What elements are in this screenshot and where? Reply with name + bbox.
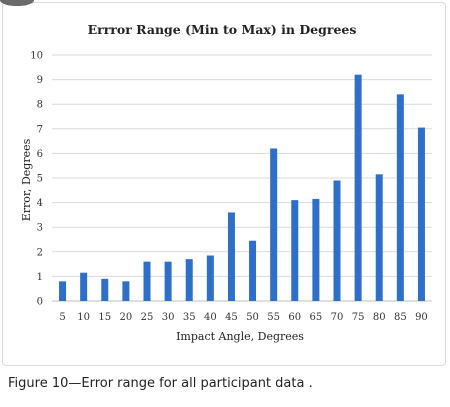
y-tick-labels: 0 1 2 3 4 5 6 7 8 9 10: [30, 51, 43, 308]
x-axis-label: Impact Angle, Degrees: [176, 330, 304, 343]
bar-45: [227, 212, 235, 301]
bar-15: [101, 278, 109, 301]
corner-decoration: [0, 0, 34, 6]
x-tick-label: 60: [288, 312, 301, 323]
x-tick-label: 85: [394, 312, 407, 323]
y-tick-label: 3: [37, 223, 43, 234]
gridlines: [52, 54, 432, 302]
x-tick-label: 90: [415, 312, 428, 323]
y-tick-label: 9: [37, 75, 43, 86]
bar-65: [312, 198, 320, 301]
bar-50: [249, 240, 257, 301]
x-tick-label: 55: [267, 312, 280, 323]
y-tick-label: 6: [37, 149, 43, 160]
x-tick-label: 20: [120, 312, 133, 323]
y-tick-label: 0: [37, 297, 43, 308]
x-tick-label: 50: [246, 312, 259, 323]
bar-70: [333, 180, 341, 301]
bar-55: [270, 148, 278, 301]
chart-container: [2, 2, 446, 366]
x-tick-label: 40: [204, 312, 217, 323]
bar-80: [375, 174, 383, 301]
x-tick-label: 75: [352, 312, 365, 323]
x-tick-label: 80: [373, 312, 386, 323]
x-tick-label: 70: [331, 312, 344, 323]
y-tick-label: 8: [37, 100, 43, 111]
x-tick-label: 25: [141, 312, 154, 323]
bar-90: [417, 127, 425, 301]
bar-30: [164, 261, 172, 301]
x-tick-label: 45: [225, 312, 238, 323]
chart-title: Errror Range (Min to Max) in Degrees: [88, 22, 357, 37]
x-tick-label: 30: [162, 312, 175, 323]
x-tick-label: 10: [77, 312, 90, 323]
x-tick-label: 5: [59, 312, 65, 323]
y-tick-label: 10: [30, 51, 43, 62]
x-tick-label: 65: [310, 312, 323, 323]
bar-5: [59, 281, 67, 301]
bar-85: [396, 94, 404, 301]
y-tick-label: 2: [37, 247, 43, 258]
x-tick-label: 15: [98, 312, 111, 323]
bar-10: [80, 272, 88, 301]
bar-25: [143, 261, 151, 301]
y-tick-label: 7: [37, 124, 43, 135]
figure-caption: Figure 10—Error range for all participan…: [8, 376, 313, 391]
y-axis-label: Error, Degrees: [20, 138, 33, 221]
x-tick-label: 35: [183, 312, 196, 323]
bar-60: [291, 200, 299, 301]
bar-20: [122, 281, 130, 301]
y-tick-label: 4: [37, 198, 43, 209]
bars: [59, 74, 425, 302]
bar-40: [206, 255, 214, 301]
x-tick-labels: 5 10 15 20 25 30 35 40 45 50 55 60 65 70 75 80 85 90: [59, 312, 427, 323]
y-tick-label: 1: [37, 272, 43, 283]
bar-75: [354, 74, 362, 302]
bar-35: [185, 259, 193, 301]
y-tick-label: 5: [37, 174, 43, 185]
